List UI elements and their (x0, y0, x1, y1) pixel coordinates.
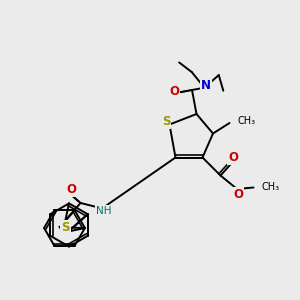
Text: CH₃: CH₃ (262, 182, 280, 192)
Text: O: O (228, 151, 239, 164)
Text: S: S (61, 221, 70, 234)
Text: S: S (162, 115, 170, 128)
Text: N: N (201, 79, 211, 92)
Text: NH: NH (96, 206, 111, 216)
Text: O: O (233, 188, 244, 201)
Text: O: O (169, 85, 179, 98)
Text: CH₃: CH₃ (238, 116, 256, 126)
Text: O: O (66, 183, 76, 196)
